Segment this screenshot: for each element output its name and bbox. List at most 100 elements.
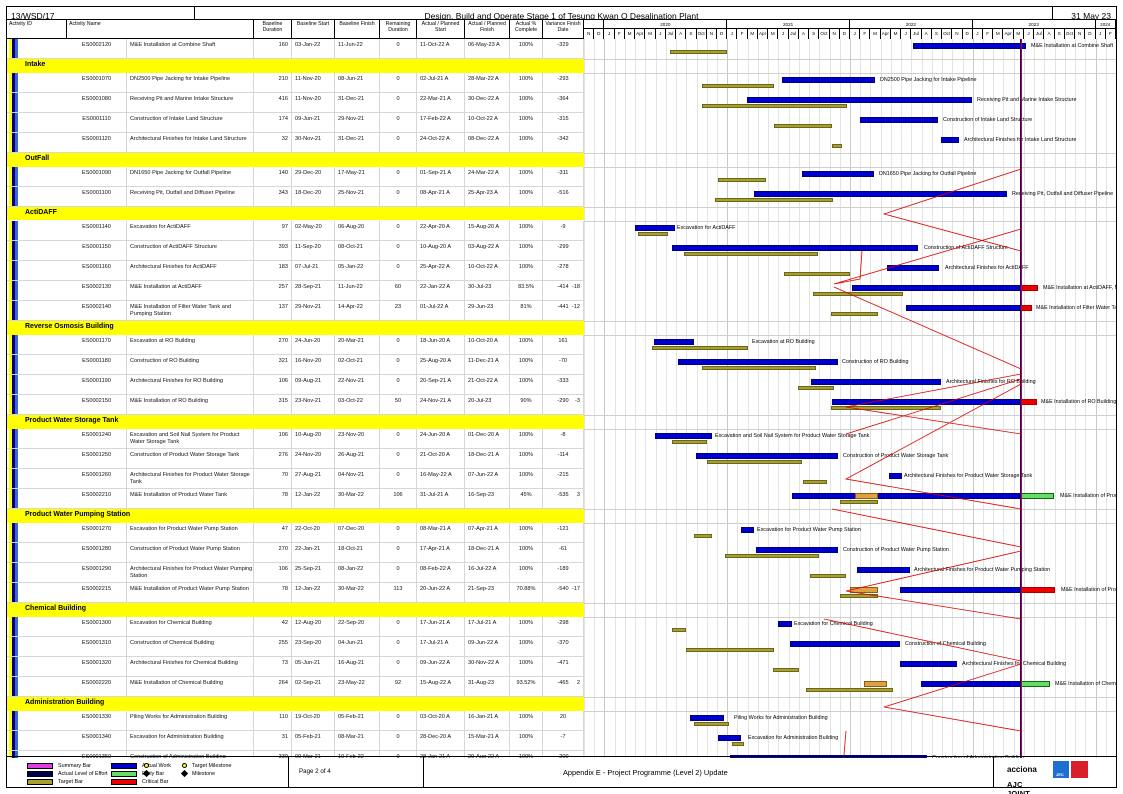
gantt-bar-blue[interactable] (921, 681, 1020, 688)
gantt-bar-target[interactable] (798, 386, 834, 391)
gantt-bar-target[interactable] (694, 533, 712, 538)
table-row[interactable]: ES0001100 Receiving Pit, Outfall and Diff… (7, 186, 584, 207)
gantt-bar-target[interactable] (672, 627, 686, 632)
group-header-row[interactable]: ActiDAFF (7, 206, 584, 221)
table-row[interactable]: ES0001290 Architectural Finishes for Prod… (7, 562, 584, 583)
gantt-bar-blue[interactable] (756, 547, 838, 554)
group-header-row[interactable]: Reverse Osmosis Building (7, 321, 584, 335)
table-row[interactable]: ES0002120 M&E Installation at Combine Sha… (7, 39, 584, 60)
gantt-bar-blue[interactable] (654, 339, 694, 346)
gantt-bar-blue[interactable] (811, 379, 941, 386)
gantt-bar-blue[interactable] (782, 77, 875, 84)
table-row[interactable]: ES0001080 Receiving Pit and Marine Intake… (7, 92, 584, 113)
gantt-bar-blue[interactable] (900, 587, 1020, 594)
gantt-bar-target[interactable] (686, 647, 774, 652)
gantt-bar-target[interactable] (832, 144, 842, 149)
gantt-bar-green[interactable] (1020, 493, 1054, 500)
gantt-bar-target[interactable] (774, 124, 832, 129)
gantt-bar-target[interactable] (684, 251, 818, 256)
gantt-bar-target[interactable] (702, 104, 847, 109)
gantt-bar-target[interactable] (718, 177, 766, 182)
table-row[interactable]: ES0001330 Piling Works for Administration… (7, 710, 584, 731)
gantt-bar-blue[interactable] (790, 641, 900, 648)
table-row[interactable]: ES0001110 Construction of Intake Land Str… (7, 112, 584, 133)
table-row[interactable]: ES0001140 Excavation for ActiDAFF 97 02-May… (7, 220, 584, 241)
gantt-bar-target[interactable] (670, 50, 727, 55)
table-row[interactable]: ES0002215 M&E Installation of Product Wat… (7, 582, 584, 603)
gantt-bar-blue[interactable] (672, 245, 918, 252)
gantt-bar-target[interactable] (773, 668, 799, 673)
group-header-row[interactable]: Intake (7, 59, 584, 73)
gantt-bar-blue[interactable] (889, 473, 902, 480)
gantt-bar-blue[interactable] (802, 171, 874, 178)
table-row[interactable]: ES0001190 Architectural Finishes for RO B… (7, 374, 584, 395)
group-header-row[interactable]: Product Water Pumping Station (7, 509, 584, 523)
gantt-bar-orange[interactable] (855, 493, 878, 500)
table-row[interactable]: ES0002210 M&E Installation of Product Wat… (7, 488, 584, 509)
table-row[interactable]: ES0001070 DN2500 Pipe Jacking for Intake … (7, 72, 584, 93)
gantt-bar-blue[interactable] (635, 224, 675, 231)
table-row[interactable]: ES0001090 DN1650 Pipe Jacking for Outfall… (7, 166, 584, 187)
table-row[interactable]: ES0001280 Construction of Product Water P… (7, 542, 584, 563)
gantt-bar-target[interactable] (725, 553, 819, 558)
table-row[interactable]: ES0002130 M&E Installation at ActiDAFF 257… (7, 280, 584, 301)
gantt-bar-red[interactable] (1020, 587, 1055, 594)
gantt-bar-target[interactable] (784, 271, 850, 276)
gantt-bar-target[interactable] (672, 439, 707, 444)
gantt-bar-orange[interactable] (850, 587, 878, 594)
group-header-row[interactable]: Administration Building (7, 697, 584, 711)
gantt-bar-target[interactable] (810, 574, 846, 579)
gantt-bar-target[interactable] (831, 406, 941, 411)
table-row[interactable]: ES0001270 Excavation for Product Water Pu… (7, 522, 584, 543)
table-row[interactable]: ES0001250 Construction of Product Water S… (7, 448, 584, 469)
table-row[interactable]: ES0001180 Construction of RO Building 321 1… (7, 354, 584, 375)
table-row[interactable]: ES0001260 Architectural Finishes for Prod… (7, 468, 584, 489)
gantt-bar-blue[interactable] (857, 567, 910, 574)
gantt-bar-blue[interactable] (900, 661, 957, 668)
table-row[interactable]: ES0001170 Excavation at RO Building 270 24-… (7, 334, 584, 355)
gantt-bar-blue[interactable] (741, 527, 754, 534)
gantt-bar-blue[interactable] (754, 191, 1007, 198)
gantt-bar-red[interactable] (1020, 285, 1038, 292)
gantt-bar-blue[interactable] (678, 359, 838, 366)
gantt-bar-blue[interactable] (852, 285, 1020, 292)
group-header-row[interactable]: OutFall (7, 153, 584, 167)
gantt-bar-blue[interactable] (792, 493, 1020, 500)
table-row[interactable]: ES0001160 Architectural Finishes for Acti… (7, 260, 584, 281)
gantt-bar-blue[interactable] (941, 137, 959, 144)
table-row[interactable]: ES0002140 M&E Installation of Filter Wate… (7, 300, 584, 321)
activity-table[interactable]: ES0002120 M&E Installation at Combine Sha… (7, 39, 584, 758)
gantt-bar-blue[interactable] (655, 433, 712, 440)
gantt-bar-target[interactable] (707, 459, 802, 464)
gantt-bar-target[interactable] (715, 198, 833, 203)
table-row[interactable]: ES0001150 Construction of ActiDAFF Struct… (7, 240, 584, 261)
gantt-bar-target[interactable] (840, 594, 878, 599)
gantt-bar-blue[interactable] (718, 735, 741, 742)
group-header-row[interactable]: Product Water Storage Tank (7, 415, 584, 429)
gantt-bar-target[interactable] (694, 721, 729, 726)
gantt-bar-area[interactable]: M&E Installation at Combine Shaft DN2500 … (584, 39, 1116, 758)
gantt-bar-target[interactable] (803, 480, 827, 485)
table-row[interactable]: ES0001300 Excavation for Chemical Buildin… (7, 616, 584, 637)
table-row[interactable]: ES0001120 Architectural Finishes for Inta… (7, 133, 584, 154)
gantt-bar-blue[interactable] (906, 305, 1020, 312)
gantt-bar-target[interactable] (702, 365, 816, 370)
gantt-bar-target[interactable] (813, 292, 903, 297)
gantt-bar-target[interactable] (840, 500, 878, 505)
gantt-bar-green[interactable] (1020, 681, 1050, 688)
gantt-bar-blue[interactable] (913, 43, 1026, 50)
table-row[interactable]: ES0002150 M&E Installation of RO Building… (7, 394, 584, 415)
gantt-bar-orange[interactable] (864, 681, 887, 688)
gantt-bar-blue[interactable] (832, 399, 1020, 406)
gantt-bar-blue[interactable] (696, 453, 838, 460)
gantt-bar-blue[interactable] (860, 117, 938, 124)
group-header-row[interactable]: Chemical Building (7, 603, 584, 617)
gantt-bar-target[interactable] (806, 688, 893, 693)
gantt-bar-blue[interactable] (887, 265, 939, 272)
gantt-bar-blue[interactable] (778, 621, 792, 628)
gantt-bar-target[interactable] (702, 83, 774, 88)
table-row[interactable]: ES0001240 Excavation and Soil Nail System… (7, 428, 584, 449)
gantt-bar-target[interactable] (831, 312, 878, 317)
table-row[interactable]: ES0001320 Architectural Finishes for Chem… (7, 656, 584, 677)
table-row[interactable]: ES0001340 Excavation for Administration B… (7, 730, 584, 751)
